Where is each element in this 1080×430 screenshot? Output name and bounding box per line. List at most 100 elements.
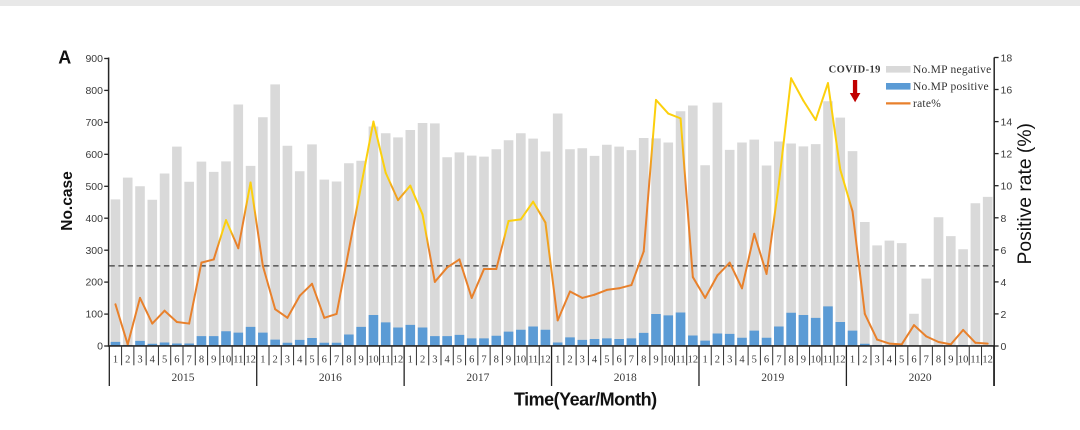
svg-text:Positive rate (%): Positive rate (%): [1015, 123, 1036, 264]
svg-text:9: 9: [211, 354, 216, 365]
svg-text:A: A: [58, 48, 71, 68]
svg-text:5: 5: [162, 354, 167, 365]
svg-text:800: 800: [85, 85, 103, 97]
svg-text:2019: 2019: [761, 372, 784, 384]
svg-text:6: 6: [1001, 245, 1007, 257]
svg-text:3: 3: [432, 354, 437, 365]
svg-text:6: 6: [469, 354, 474, 365]
svg-text:7: 7: [776, 354, 781, 365]
svg-text:5: 5: [309, 354, 314, 365]
svg-text:600: 600: [85, 149, 103, 161]
svg-text:6: 6: [911, 354, 916, 365]
svg-text:200: 200: [85, 277, 103, 289]
svg-text:10: 10: [1001, 181, 1013, 193]
svg-text:12: 12: [540, 354, 551, 365]
svg-text:2016: 2016: [319, 372, 342, 384]
svg-text:12: 12: [245, 354, 256, 365]
svg-text:2015: 2015: [172, 372, 195, 384]
svg-text:10: 10: [516, 354, 527, 365]
svg-text:6: 6: [764, 354, 769, 365]
svg-text:14: 14: [1001, 117, 1013, 129]
svg-text:400: 400: [85, 213, 103, 225]
svg-text:4: 4: [592, 354, 598, 365]
svg-text:700: 700: [85, 117, 103, 129]
svg-text:2: 2: [567, 354, 572, 365]
svg-text:16: 16: [1001, 85, 1013, 97]
svg-text:12: 12: [393, 354, 404, 365]
svg-text:3: 3: [727, 354, 732, 365]
svg-text:7: 7: [924, 354, 929, 365]
svg-text:2: 2: [420, 354, 425, 365]
svg-text:1: 1: [260, 354, 265, 365]
svg-text:3: 3: [874, 354, 879, 365]
svg-text:4: 4: [150, 354, 156, 365]
svg-text:No.MP negative: No.MP negative: [913, 64, 991, 76]
svg-text:10: 10: [368, 354, 379, 365]
svg-text:5: 5: [604, 354, 609, 365]
svg-text:1: 1: [850, 354, 855, 365]
svg-text:1: 1: [408, 354, 413, 365]
svg-text:11: 11: [823, 354, 833, 365]
svg-text:10: 10: [221, 354, 232, 365]
svg-text:2018: 2018: [614, 372, 637, 384]
svg-text:2020: 2020: [909, 372, 932, 384]
svg-text:1: 1: [702, 354, 707, 365]
svg-text:7: 7: [187, 354, 192, 365]
svg-text:8: 8: [641, 354, 646, 365]
svg-text:4: 4: [739, 354, 745, 365]
svg-text:8: 8: [199, 354, 204, 365]
svg-text:rate%: rate%: [913, 98, 941, 110]
svg-text:6: 6: [322, 354, 327, 365]
svg-text:11: 11: [675, 354, 685, 365]
svg-text:9: 9: [801, 354, 806, 365]
svg-text:3: 3: [285, 354, 290, 365]
svg-text:3: 3: [580, 354, 585, 365]
svg-text:10: 10: [663, 354, 674, 365]
svg-text:10: 10: [958, 354, 969, 365]
svg-text:11: 11: [528, 354, 538, 365]
svg-text:2: 2: [715, 354, 720, 365]
svg-text:Time(Year/Month): Time(Year/Month): [514, 390, 657, 410]
svg-text:6: 6: [617, 354, 622, 365]
svg-text:3: 3: [137, 354, 142, 365]
svg-text:1: 1: [113, 354, 118, 365]
svg-text:500: 500: [85, 181, 103, 193]
svg-text:4: 4: [887, 354, 893, 365]
svg-text:5: 5: [457, 354, 462, 365]
svg-text:18: 18: [1001, 53, 1013, 65]
svg-text:4: 4: [1001, 277, 1007, 289]
svg-text:100: 100: [85, 309, 103, 321]
svg-text:2: 2: [125, 354, 130, 365]
svg-text:7: 7: [334, 354, 339, 365]
svg-text:900: 900: [85, 53, 103, 65]
svg-text:1: 1: [555, 354, 560, 365]
svg-text:10: 10: [810, 354, 821, 365]
svg-text:2: 2: [273, 354, 278, 365]
svg-text:8: 8: [494, 354, 499, 365]
svg-text:7: 7: [481, 354, 486, 365]
svg-text:8: 8: [936, 354, 941, 365]
svg-text:0: 0: [97, 341, 103, 353]
svg-text:12: 12: [1001, 149, 1013, 161]
svg-text:12: 12: [982, 354, 993, 365]
svg-text:12: 12: [688, 354, 699, 365]
svg-text:2: 2: [1001, 309, 1007, 321]
svg-text:4: 4: [445, 354, 451, 365]
svg-text:11: 11: [970, 354, 980, 365]
svg-text:9: 9: [653, 354, 658, 365]
svg-text:11: 11: [381, 354, 391, 365]
svg-text:5: 5: [752, 354, 757, 365]
svg-text:8: 8: [1001, 213, 1007, 225]
svg-text:300: 300: [85, 245, 103, 257]
svg-text:8: 8: [346, 354, 351, 365]
svg-text:11: 11: [233, 354, 243, 365]
svg-text:9: 9: [948, 354, 953, 365]
svg-text:0: 0: [1001, 341, 1007, 353]
svg-text:8: 8: [788, 354, 793, 365]
svg-text:No.MP positive: No.MP positive: [913, 81, 989, 93]
svg-text:6: 6: [174, 354, 179, 365]
svg-text:4: 4: [297, 354, 303, 365]
svg-text:5: 5: [899, 354, 904, 365]
svg-text:9: 9: [359, 354, 364, 365]
svg-text:2: 2: [862, 354, 867, 365]
